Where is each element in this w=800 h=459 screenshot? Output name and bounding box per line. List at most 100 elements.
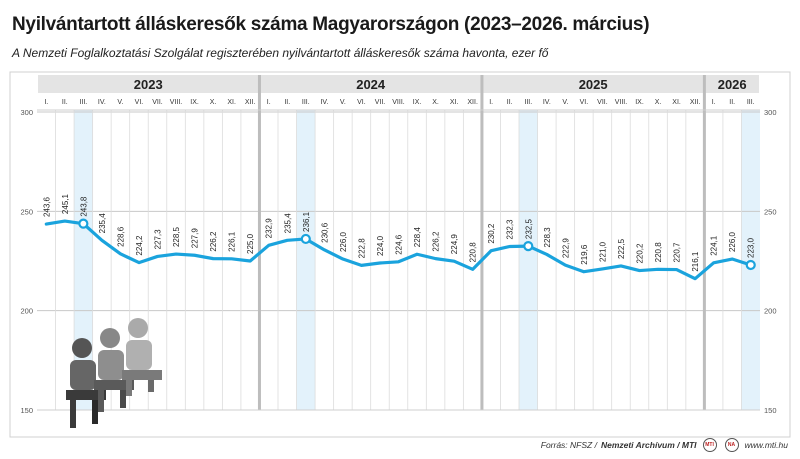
month-label: XI. <box>450 99 459 106</box>
data-label: 232,5 <box>524 219 533 240</box>
month-label: III. <box>524 99 532 106</box>
month-label: II. <box>729 99 735 106</box>
month-label: X. <box>432 99 439 106</box>
year-band <box>38 75 259 93</box>
person-body-icon <box>98 350 124 380</box>
data-label: 225,0 <box>246 233 255 254</box>
chair-leg-icon <box>98 390 104 412</box>
data-label: 232,3 <box>506 219 515 240</box>
person-head-icon <box>128 318 148 338</box>
data-point-marker <box>523 241 534 252</box>
month-label: II. <box>284 99 290 106</box>
month-label: VIII. <box>170 99 183 106</box>
data-label: 228,5 <box>172 226 181 247</box>
month-label: V. <box>117 99 123 106</box>
chair-leg-icon <box>126 380 132 396</box>
data-label: 235,4 <box>283 213 292 234</box>
month-label: IV. <box>98 99 106 106</box>
month-label: IX. <box>190 99 199 106</box>
data-label: 216,1 <box>691 251 700 272</box>
data-label: 227,3 <box>154 229 163 250</box>
month-label: XII. <box>467 99 478 106</box>
month-label: I. <box>44 99 48 106</box>
data-point-marker <box>78 218 89 229</box>
highlight-band <box>519 110 538 410</box>
year-label: 2026 <box>718 77 747 92</box>
month-label: V. <box>340 99 346 106</box>
month-label: X. <box>655 99 662 106</box>
data-label: 230,2 <box>487 223 496 244</box>
data-label: 222,8 <box>357 238 366 259</box>
month-label: XI. <box>227 99 236 106</box>
month-label: VII. <box>152 99 163 106</box>
year-band <box>260 75 481 93</box>
month-label: X. <box>210 99 217 106</box>
month-label: VII. <box>375 99 386 106</box>
data-label: 224,6 <box>395 234 404 255</box>
y-tick-label-left: 300 <box>20 108 33 117</box>
month-label: IV. <box>543 99 551 106</box>
source-prefix: Forrás: NFSZ / <box>540 440 597 450</box>
y-tick-label-right: 200 <box>764 307 777 316</box>
mti-logo-icon: MTI <box>702 438 717 452</box>
month-label: III. <box>302 99 310 106</box>
data-point-marker <box>745 259 756 271</box>
data-label: 222,5 <box>617 238 626 259</box>
data-label: 226,2 <box>432 231 441 252</box>
month-label: V. <box>562 99 568 106</box>
chart-subtitle: A Nemzeti Foglalkoztatási Szolgálat regi… <box>12 46 549 60</box>
data-label: 227,9 <box>191 228 200 249</box>
y-tick-label-left: 250 <box>20 207 33 216</box>
year-label: 2024 <box>356 77 386 92</box>
highlight-band <box>74 110 93 410</box>
year-divider <box>702 75 706 410</box>
month-label: XII. <box>690 99 701 106</box>
chair-seat-icon <box>122 370 162 380</box>
y-tick-label-right: 250 <box>764 207 777 216</box>
data-label: 226,2 <box>209 231 218 252</box>
y-tick-label-left: 150 <box>20 406 33 415</box>
month-label: XI. <box>672 99 681 106</box>
data-label: 222,9 <box>561 238 570 259</box>
data-label: 221,0 <box>598 241 607 262</box>
source-credit: Nemzeti Archívum / MTI <box>600 440 697 450</box>
person-body-icon <box>70 360 96 390</box>
year-divider <box>480 75 484 410</box>
y-tick-label-right: 300 <box>764 108 777 117</box>
data-label: 228,3 <box>543 227 552 248</box>
month-label: VI. <box>357 99 366 106</box>
month-label: IX. <box>413 99 422 106</box>
chair-seat-icon <box>94 380 134 390</box>
chair-leg-icon <box>120 390 126 408</box>
month-label: II. <box>507 99 513 106</box>
month-label: VI. <box>580 99 589 106</box>
data-label: 245,1 <box>61 193 70 214</box>
chair-leg-icon <box>92 400 98 424</box>
data-label: 220,2 <box>636 243 645 264</box>
data-label: 220,8 <box>654 242 663 263</box>
data-label: 224,2 <box>135 235 144 256</box>
year-band <box>482 75 704 93</box>
year-divider <box>257 75 261 410</box>
month-label: XII. <box>245 99 256 106</box>
highlight-band <box>296 110 316 410</box>
month-label: IV. <box>320 99 328 106</box>
data-label: 226,0 <box>728 231 737 252</box>
person-body-icon <box>126 340 152 370</box>
series-line <box>44 219 753 281</box>
month-label: II. <box>62 99 68 106</box>
month-label: I. <box>712 99 716 106</box>
data-label: 243,8 <box>79 196 88 217</box>
year-label: 2023 <box>134 77 163 92</box>
data-label: 235,4 <box>98 213 107 234</box>
month-label: I. <box>489 99 493 106</box>
y-tick-label-left: 200 <box>20 307 33 316</box>
data-label: 224,9 <box>450 234 459 255</box>
month-label: III. <box>79 99 87 106</box>
source-site: www.mti.hu <box>744 440 788 450</box>
data-label: 228,6 <box>116 226 125 247</box>
data-label: 220,7 <box>673 242 682 263</box>
chair-leg-icon <box>148 380 154 392</box>
year-label: 2025 <box>579 77 608 92</box>
data-label: 228,4 <box>413 227 422 248</box>
